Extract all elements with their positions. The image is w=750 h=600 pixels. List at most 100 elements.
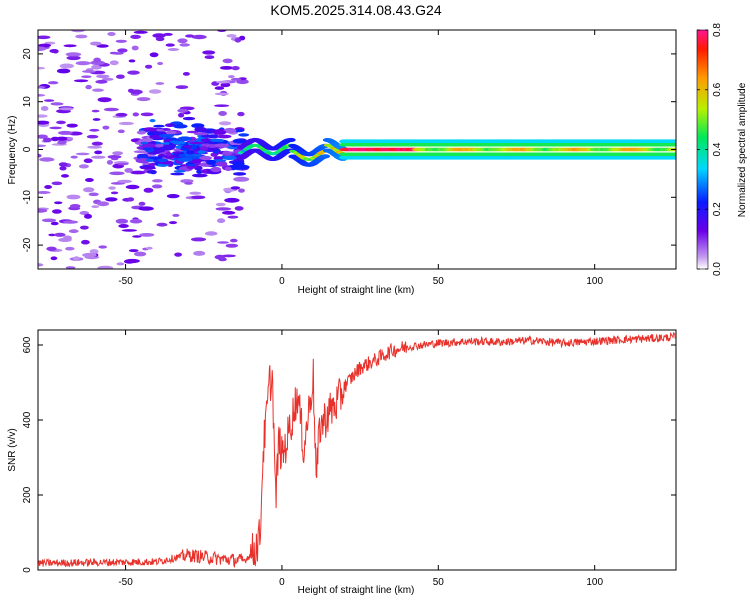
spectrogram-cell	[189, 144, 198, 150]
spectrogram-x-tick-label: 0	[279, 276, 285, 287]
snr-x-tick-label: 0	[279, 577, 285, 588]
spectrogram-cell	[173, 124, 188, 129]
spectrogram-x-ticks: -50 0 50 100	[118, 30, 603, 287]
spectrogram-cell	[85, 84, 92, 90]
spectrogram-cell	[177, 136, 192, 141]
spectrogram-cell	[127, 197, 135, 202]
spectrogram-cell	[58, 162, 68, 167]
spectrogram-cell	[96, 74, 110, 79]
spectrogram-cell	[169, 140, 180, 144]
snr-frame	[37, 329, 677, 571]
spectrogram-cell	[234, 38, 242, 43]
spectrogram-cell	[81, 75, 92, 78]
spectrogram-cell	[78, 164, 89, 169]
spectrogram-cell	[185, 34, 195, 38]
spectrogram-cell	[218, 111, 227, 116]
spectrogram-cell	[138, 206, 154, 211]
spectrogram-cell	[128, 249, 139, 253]
spectrogram-cell	[89, 128, 100, 132]
snr-y-tick-label: 400	[22, 411, 33, 428]
spectrogram-cell	[87, 145, 102, 149]
spectrogram-cell	[59, 63, 74, 69]
colorbar-tick-label: 0.4	[712, 142, 723, 156]
spectrogram-cell	[107, 32, 116, 36]
spectrogram-cell	[197, 150, 206, 155]
spectrogram-cell	[124, 168, 133, 173]
spectrogram-cell	[321, 154, 331, 159]
spectrogram-cell	[183, 145, 193, 149]
spectrogram-cell	[231, 66, 240, 71]
spectrogram-cell	[91, 64, 102, 70]
spectrogram-cell	[153, 124, 165, 128]
spectrogram-cell	[216, 134, 232, 139]
spectrogram-cell	[182, 72, 190, 76]
spectrogram-cell	[110, 191, 119, 195]
spectrogram-cell	[155, 144, 164, 148]
spectrogram-cell	[148, 89, 162, 94]
spectrogram-cell	[178, 112, 185, 118]
spectrogram-cell	[117, 179, 132, 184]
spectrogram-cell	[209, 138, 225, 142]
spectrogram-cell	[206, 159, 217, 165]
spectrogram-cell	[172, 213, 180, 217]
spectrogram-cell	[51, 181, 63, 186]
spectrogram-cell	[75, 34, 88, 39]
spectrogram-cell	[94, 150, 103, 155]
spectrogram-cell	[148, 163, 156, 167]
spectrogram-cell	[117, 162, 129, 166]
spectrogram-cell	[210, 166, 222, 173]
spectrogram-cell	[225, 243, 238, 248]
spectrogram-cell	[86, 134, 99, 139]
spectrogram-y-tick-label: -10	[22, 190, 33, 205]
spectrogram-cell	[204, 55, 215, 59]
snr-y-ticks: 0 200 400 600	[22, 336, 676, 573]
spectrogram-cell	[189, 191, 202, 195]
spectrogram-cell	[66, 137, 74, 140]
spectrogram-cell	[191, 34, 207, 40]
spectrogram-y-tick-label: 0	[22, 146, 33, 152]
spectrogram-cell	[175, 85, 189, 89]
spectrogram-cell	[167, 48, 180, 51]
spectrogram-cell	[43, 137, 52, 143]
spectrogram-cell	[97, 201, 110, 207]
spectrogram-cell	[82, 252, 97, 258]
spectrogram-cell	[68, 229, 79, 234]
spectrogram-y-ticks: -20 -10 0 10 20	[22, 48, 676, 252]
spectrogram-cell	[130, 170, 146, 175]
spectrogram-cell	[38, 94, 46, 97]
spectrogram-cell	[129, 218, 143, 224]
spectrogram-cell	[59, 166, 67, 171]
spectrogram-cell	[204, 231, 218, 236]
spectrogram-cell	[66, 123, 78, 128]
spectrogram-cell	[125, 184, 140, 190]
spectrogram-cell	[214, 104, 230, 107]
spectrogram-cell	[116, 262, 125, 266]
spectrogram-cell	[186, 163, 197, 167]
spectrogram-cell	[177, 157, 193, 162]
spectrogram-cell	[186, 130, 199, 134]
spectrogram-cell	[91, 141, 103, 146]
spectrogram-cell	[73, 79, 89, 83]
spectrogram-cell	[50, 102, 64, 106]
spectrogram-cell	[38, 134, 48, 139]
spectrogram-cell	[671, 142, 676, 147]
spectrogram-cell	[136, 130, 147, 135]
spectrogram-cell	[220, 66, 234, 70]
spectrogram-cell	[192, 153, 202, 157]
spectrogram-cell	[166, 194, 180, 199]
spectrogram-cell	[90, 41, 102, 46]
colorbar: 0.0 0.2 0.4 0.6 0.8 Normalized spectral ampl…	[696, 23, 748, 276]
spectrogram-cell	[44, 99, 55, 102]
spectrogram-cell	[102, 125, 110, 130]
spectrogram-cell	[202, 50, 216, 55]
spectrogram-cell	[152, 179, 163, 183]
spectrogram-cell	[152, 33, 166, 38]
spectrogram-cell	[671, 152, 676, 157]
spectrogram-cell	[194, 126, 207, 133]
spectrogram-cell	[92, 118, 101, 121]
spectrogram-y-axis-label: Frequency (Hz)	[7, 116, 18, 185]
spectrogram-cell	[157, 61, 164, 66]
spectrogram-cell	[193, 250, 206, 256]
spectrogram-cell	[91, 109, 100, 113]
spectrogram-cell	[136, 97, 151, 102]
